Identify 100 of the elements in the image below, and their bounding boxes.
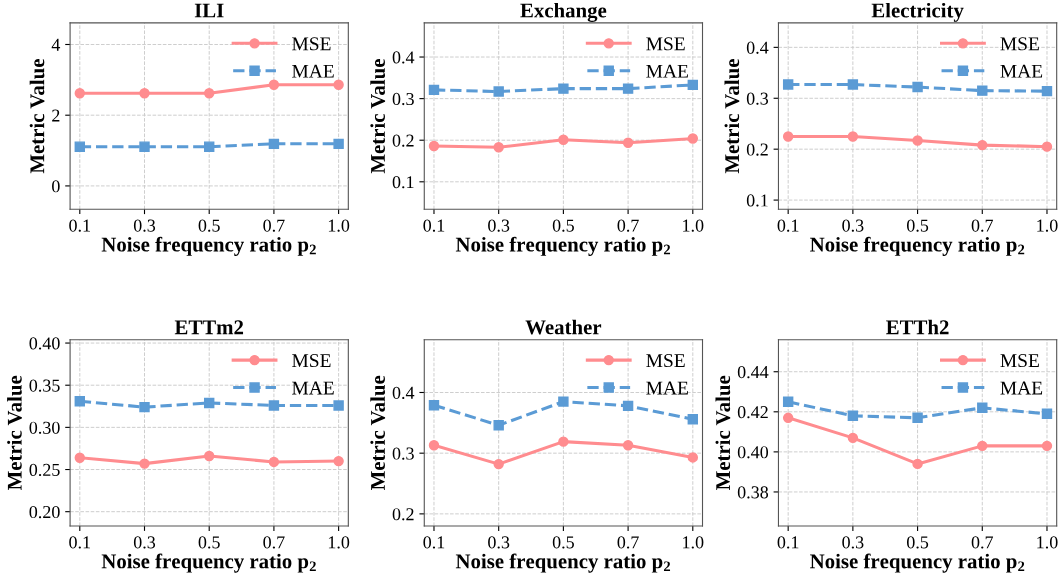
point <box>687 452 699 463</box>
point <box>74 141 86 152</box>
x-tick-label: 1.0 <box>683 536 704 549</box>
x-tick-label: 0.7 <box>617 219 639 232</box>
point <box>782 412 794 424</box>
y-tick-label: 0.40 <box>29 337 60 350</box>
legend-label: MSE <box>646 354 685 368</box>
point <box>203 141 215 152</box>
point <box>203 397 215 409</box>
x-tick-label: 0.5 <box>552 219 574 232</box>
point <box>493 86 504 97</box>
x-axis-title: Noise frequency ratio p$_{2}$ <box>101 236 316 256</box>
x-tick-label: 1.0 <box>1037 536 1058 549</box>
point <box>493 458 504 470</box>
point <box>333 79 344 91</box>
point <box>268 138 280 150</box>
chart-title: ILI <box>194 3 224 18</box>
y-tick-label: 0.4 <box>746 41 769 54</box>
y-tick-label: 0.1 <box>746 194 768 207</box>
chart-title: ETTh2 <box>886 319 949 335</box>
y-tick-label: 0.30 <box>29 421 60 434</box>
x-axis-title: Noise frequency ratio p$_{2}$ <box>455 553 671 573</box>
y-axis-title: Metric Value <box>370 375 386 491</box>
y-tick-label: 0 <box>52 180 60 193</box>
x-tick-label: 0.7 <box>263 219 285 232</box>
y-tick-label: 0.20 <box>29 505 60 519</box>
point <box>268 456 280 468</box>
point <box>428 440 440 451</box>
chart-title: ETTm2 <box>174 320 244 335</box>
point <box>687 133 699 144</box>
x-tick-label: 0.3 <box>842 536 864 549</box>
x-tick-label: 0.5 <box>198 536 220 549</box>
point <box>687 413 699 425</box>
point <box>622 440 634 451</box>
legend-label: MSE <box>292 354 331 368</box>
point <box>268 79 280 91</box>
x-tick-label: 0.1 <box>69 536 90 549</box>
x-tick-label: 0.5 <box>198 219 220 232</box>
point <box>558 396 569 407</box>
y-tick-label: 0.25 <box>29 463 60 477</box>
legend-label: MAE <box>292 64 334 78</box>
x-tick-label: 0.1 <box>423 219 445 232</box>
point <box>847 410 859 422</box>
y-tick-label: 0.44 <box>737 366 769 379</box>
point <box>268 400 280 411</box>
legend-label: MAE <box>646 64 688 78</box>
point <box>847 79 859 90</box>
point <box>912 135 923 146</box>
point <box>622 400 634 412</box>
x-tick-label: 0.7 <box>971 219 994 232</box>
point <box>1041 440 1053 452</box>
point <box>1041 85 1053 97</box>
x-tick-label: 0.3 <box>133 536 156 549</box>
y-tick-label: 0.3 <box>392 92 414 106</box>
point <box>333 400 344 411</box>
point <box>622 137 634 148</box>
point <box>912 458 923 470</box>
point <box>847 131 859 142</box>
point <box>493 142 504 153</box>
chart-title: Electricity <box>871 2 964 22</box>
point <box>333 455 344 467</box>
legend-label: MSE <box>1000 37 1039 51</box>
point <box>977 85 988 96</box>
point <box>782 79 794 90</box>
point <box>74 452 86 463</box>
legend-label: MSE <box>1000 354 1039 368</box>
y-axis-title: Metric Value <box>370 59 386 174</box>
x-tick-label: 0.1 <box>69 219 90 232</box>
x-tick-label: 0.7 <box>263 536 285 549</box>
y-tick-label: 4 <box>51 38 61 51</box>
y-tick-label: 0.1 <box>392 176 414 189</box>
point <box>558 134 569 146</box>
y-axis-title: Metric Value <box>29 59 45 174</box>
point <box>622 83 634 94</box>
point <box>782 131 794 142</box>
point <box>1041 141 1053 152</box>
y-tick-label: 0.3 <box>746 92 769 105</box>
y-tick-label: 0.2 <box>392 134 414 147</box>
y-axis-title: Metric Value <box>724 59 740 174</box>
point <box>847 432 859 444</box>
point <box>139 88 150 99</box>
x-tick-label: 0.1 <box>777 219 799 232</box>
x-axis-title: Noise frequency ratio p$_{2}$ <box>101 553 316 573</box>
y-tick-label: 0.2 <box>746 143 768 156</box>
legend-label: MAE <box>292 381 334 395</box>
point <box>558 83 569 94</box>
point <box>333 138 344 150</box>
chart-title: Exchange <box>520 2 607 22</box>
y-tick-label: 0.3 <box>392 447 414 460</box>
point <box>1041 408 1053 420</box>
legend-label: MSE <box>292 37 331 51</box>
chart-title: Weather <box>525 319 602 335</box>
legend-label: MSE <box>646 37 685 51</box>
point <box>912 81 923 93</box>
point <box>428 84 440 96</box>
y-axis-title: Metric Value <box>715 375 731 491</box>
point <box>977 139 988 151</box>
x-tick-label: 1.0 <box>328 536 350 549</box>
x-axis-title: Noise frequency ratio p$_{2}$ <box>455 236 671 256</box>
x-tick-label: 1.0 <box>328 219 350 232</box>
